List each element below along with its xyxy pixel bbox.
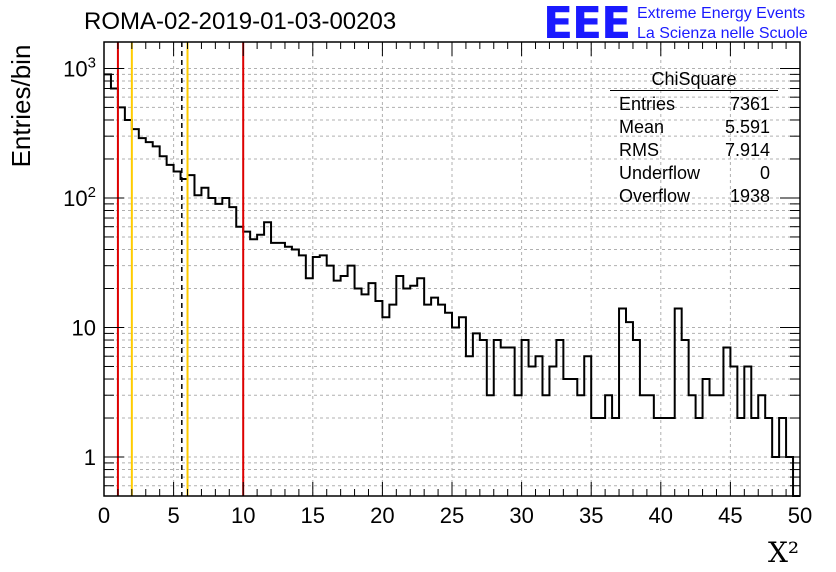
stats-box: ChiSquare Entries 7361 Mean 5.591 RMS 7.… xyxy=(610,68,778,208)
x-tick-label: 35 xyxy=(579,503,603,528)
logo-line-1: Extreme Energy Events xyxy=(637,5,806,22)
x-tick-label: 30 xyxy=(509,503,533,528)
stats-row-mean: Mean 5.591 xyxy=(610,116,778,139)
stats-value: 7.914 xyxy=(724,140,770,160)
x-tick-label: 25 xyxy=(440,503,464,528)
x-tick-label: 5 xyxy=(167,503,179,528)
stats-label: Overflow xyxy=(619,186,691,206)
x-tick-label: 0 xyxy=(98,503,110,528)
x-tick-label: 40 xyxy=(649,503,673,528)
stats-value: 5.591 xyxy=(724,117,770,137)
y-axis-label: Entries/bin xyxy=(6,44,36,168)
stats-value: 0 xyxy=(759,163,770,183)
stats-row-entries: Entries 7361 xyxy=(610,93,778,116)
stats-row-rms: RMS 7.914 xyxy=(610,139,778,162)
y-tick-label: 103 xyxy=(63,54,96,81)
x-tick-label: 45 xyxy=(718,503,742,528)
logo-line-2: La Scienza nelle Scuole xyxy=(637,25,808,42)
stats-label: Mean xyxy=(619,117,665,137)
y-tick-label: 1 xyxy=(84,445,96,470)
logo-mark: EEE xyxy=(543,0,631,49)
stats-label: Underflow xyxy=(619,163,701,183)
histogram-line xyxy=(104,73,800,497)
stats-label: Entries xyxy=(619,94,676,114)
x-tick-label: 50 xyxy=(788,503,812,528)
run-title: ROMA-02-2019-01-03-00203 xyxy=(84,8,397,35)
stats-value: 7361 xyxy=(729,94,770,114)
y-tick-label: 10 xyxy=(72,315,96,340)
stats-label: RMS xyxy=(619,140,659,160)
x-tick-label: 20 xyxy=(370,503,394,528)
x-axis-label: X² xyxy=(768,536,800,569)
x-tick-label: 15 xyxy=(301,503,325,528)
stats-row-overflow: Overflow 1938 xyxy=(610,185,778,208)
x-tick-label: 10 xyxy=(231,503,255,528)
stats-value: 1938 xyxy=(729,186,770,206)
y-tick-label: 102 xyxy=(63,184,96,211)
stats-divider xyxy=(610,90,778,91)
stats-row-underflow: Underflow 0 xyxy=(610,162,778,185)
stats-title: ChiSquare xyxy=(651,69,737,89)
